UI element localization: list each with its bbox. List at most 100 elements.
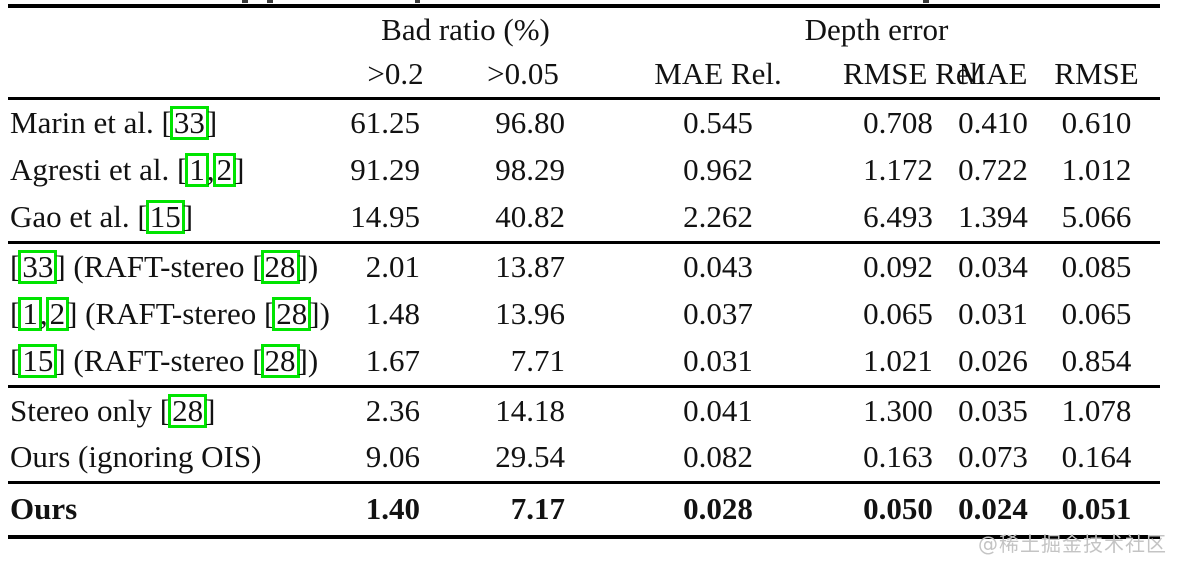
metric-value: 0.024: [958, 491, 1028, 527]
row-label: Ours (ignoring OIS): [10, 439, 262, 475]
metric-value: 0.854: [1061, 343, 1132, 379]
metric-value: 0.410: [958, 104, 1028, 140]
group-header-bad-ratio: Bad ratio (%): [381, 11, 550, 47]
metric-value: 40.82: [495, 199, 565, 235]
metric-value: 0.065: [863, 295, 933, 331]
metric-value: 1.40: [365, 491, 420, 527]
citation-link[interactable]: 28: [168, 393, 208, 428]
metric-value: 0.051: [1061, 491, 1132, 527]
col-header-mae: MAE: [958, 56, 1028, 92]
table-header: Bad ratio (%) Depth error >0.2 >0.05 MAE…: [8, 6, 1160, 98]
table-row: Agresti et al. [1,2] 91.29 98.29 0.962 1.172…: [8, 146, 1160, 194]
metric-value: 13.87: [495, 248, 565, 284]
header-group-row: Bad ratio (%) Depth error: [8, 6, 1160, 52]
citation-link[interactable]: 1: [18, 296, 42, 331]
metric-value: 2.262: [683, 199, 753, 235]
metric-value: 6.493: [863, 199, 933, 235]
metric-value: 0.708: [863, 104, 933, 140]
col-header-bad-02: >0.2: [367, 56, 424, 92]
citation-link[interactable]: 15: [145, 200, 185, 235]
metric-value: 0.073: [958, 439, 1028, 475]
table-row: [15] (RAFT-stereo [28]) 1.67 7.71 0.031 1.02…: [8, 338, 1160, 386]
citation-link[interactable]: 28: [260, 344, 300, 379]
metric-value: 0.037: [683, 295, 753, 331]
citation-link[interactable]: 2: [45, 296, 70, 331]
metric-value: 0.164: [1061, 439, 1132, 475]
metric-value: 96.80: [495, 104, 565, 140]
metric-value: 7.71: [510, 343, 565, 379]
table-row: Ours 1.40 7.17 0.028 0.050 0.024 0.051: [8, 482, 1160, 537]
metric-value: 29.54: [495, 439, 565, 475]
metric-value: 0.050: [863, 491, 933, 527]
metric-value: 2.01: [365, 248, 420, 284]
cropped-text-fragment: [267, 0, 273, 3]
metric-value: 5.066: [1061, 199, 1132, 235]
metric-value: 0.031: [958, 295, 1028, 331]
metric-value: 1.078: [1061, 392, 1132, 428]
table-row: [33] (RAFT-stereo [28]) 2.01 13.87 0.043 0.0…: [8, 242, 1160, 290]
metric-value: 1.012: [1061, 151, 1132, 187]
results-table: Bad ratio (%) Depth error >0.2 >0.05 MAE…: [8, 4, 1160, 539]
table-section-1: Marin et al. [33] 61.25 96.80 0.545 0.708 0.4…: [8, 98, 1160, 242]
metric-value: 0.082: [683, 439, 753, 475]
metric-value: 0.962: [683, 151, 753, 187]
table-section-3: Stereo only [28] 2.36 14.18 0.041 1.300 0.035…: [8, 386, 1160, 482]
citation-link[interactable]: 2: [212, 152, 237, 187]
metric-value: 0.035: [958, 392, 1028, 428]
metric-value: 14.95: [350, 199, 420, 235]
row-label: Agresti et al. [1,2]: [10, 151, 245, 187]
metric-value: 61.25: [350, 104, 420, 140]
row-label: [1,2] (RAFT-stereo [28]): [10, 295, 330, 331]
metric-value: 1.021: [863, 343, 933, 379]
table-section-2: [33] (RAFT-stereo [28]) 2.01 13.87 0.043 0.0…: [8, 242, 1160, 386]
citation-link[interactable]: 33: [169, 105, 209, 140]
metric-value: 1.300: [863, 392, 933, 428]
metric-value: 0.163: [863, 439, 933, 475]
metric-value: 2.36: [365, 392, 420, 428]
table-section-4: Ours 1.40 7.17 0.028 0.050 0.024 0.051: [8, 482, 1160, 537]
metric-value: 13.96: [495, 295, 565, 331]
metric-value: 0.034: [958, 248, 1028, 284]
row-label: [15] (RAFT-stereo [28]): [10, 343, 319, 379]
row-label: Gao et al. [15]: [10, 199, 194, 235]
cropped-text-fragment: [242, 0, 248, 3]
metric-value: 1.172: [863, 151, 933, 187]
citation-link[interactable]: 28: [272, 296, 312, 331]
metric-value: 0.545: [683, 104, 753, 140]
metric-value: 0.041: [683, 392, 753, 428]
row-label: Stereo only [28]: [10, 392, 216, 428]
header-spacer: [8, 52, 338, 98]
row-label: Marin et al. [33]: [10, 104, 218, 140]
metric-value: 91.29: [350, 151, 420, 187]
table-row: Ours (ignoring OIS) 9.06 29.54 0.082 0.163 0.…: [8, 434, 1160, 482]
table-row: Marin et al. [33] 61.25 96.80 0.545 0.708 0.4…: [8, 98, 1160, 146]
citation-link[interactable]: 15: [18, 344, 58, 379]
header-spacer: [8, 6, 338, 52]
header-columns-row: >0.2 >0.05 MAE Rel. RMSE Rel. MAE RMSE: [8, 52, 1160, 98]
metric-value: 0.028: [683, 491, 753, 527]
citation-link[interactable]: 28: [260, 249, 300, 284]
table-row: [1,2] (RAFT-stereo [28]) 1.48 13.96 0.037 0.…: [8, 290, 1160, 338]
table-row: Gao et al. [15] 14.95 40.82 2.262 6.493 1.394…: [8, 194, 1160, 242]
citation-link[interactable]: 33: [18, 249, 58, 284]
metric-value: 1.394: [958, 199, 1028, 235]
citation-link[interactable]: 1: [185, 152, 209, 187]
cropped-text-fragment: [923, 0, 929, 3]
metric-value: 0.026: [958, 343, 1028, 379]
col-header-bad-005: >0.05: [487, 56, 559, 92]
metric-value: 1.48: [365, 295, 420, 331]
metric-value: 0.043: [683, 248, 753, 284]
table-row: Stereo only [28] 2.36 14.18 0.041 1.300 0.035…: [8, 386, 1160, 434]
group-header-depth-error: Depth error: [804, 11, 949, 47]
col-header-rmse: RMSE: [1054, 56, 1139, 92]
metric-value: 98.29: [495, 151, 565, 187]
metric-value: 1.67: [365, 343, 420, 379]
col-header-mae-rel: MAE Rel.: [654, 56, 782, 92]
metric-value: 0.031: [683, 343, 753, 379]
metric-value: 7.17: [510, 491, 565, 527]
metric-value: 9.06: [365, 439, 420, 475]
metric-value: 0.092: [863, 248, 933, 284]
metric-value: 0.610: [1061, 104, 1132, 140]
cropped-text-fragment: [415, 0, 420, 3]
